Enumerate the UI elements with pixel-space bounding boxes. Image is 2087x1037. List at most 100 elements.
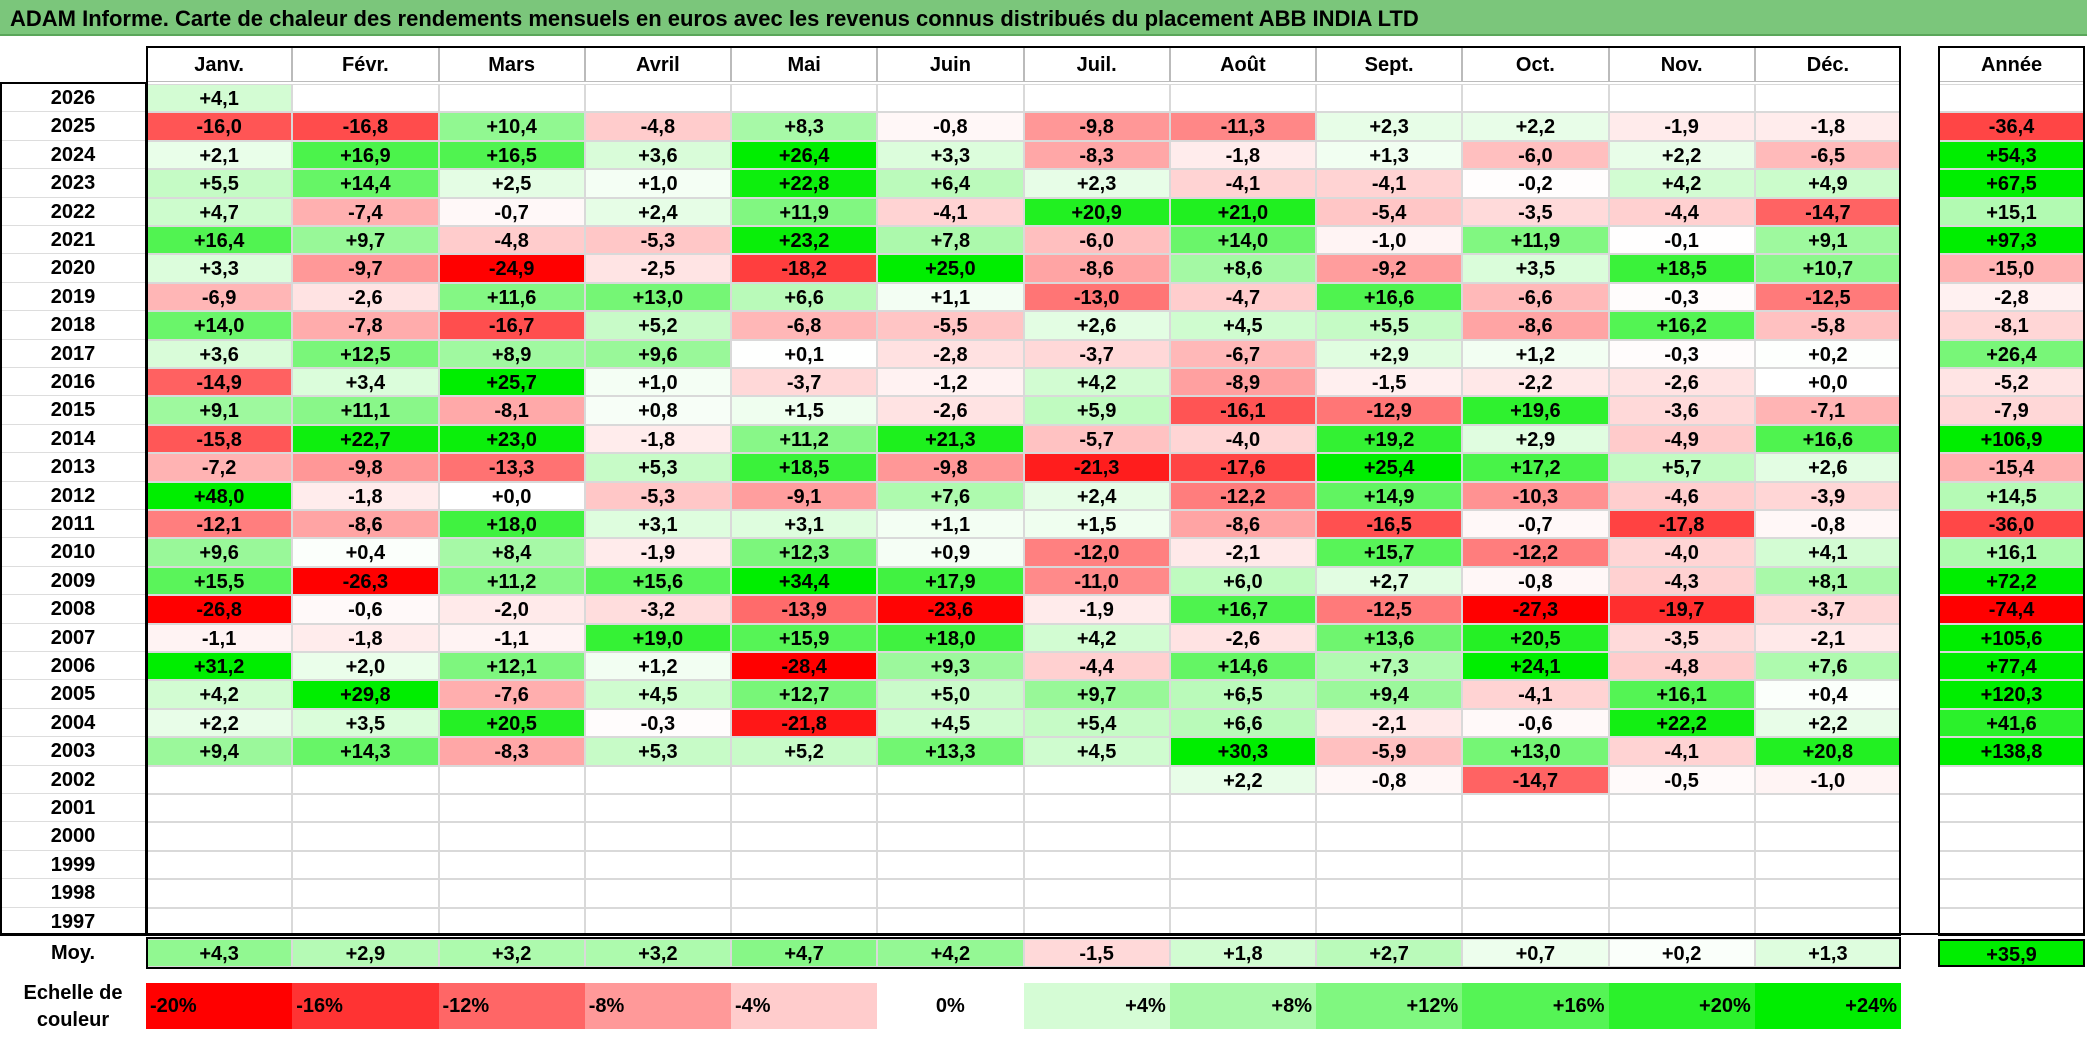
heatmap-cell: [438, 794, 585, 823]
heatmap-cell: -8,3: [438, 737, 585, 766]
heatmap-cell: +14,0: [146, 311, 293, 340]
heatmap-cell: +0,9: [877, 538, 1024, 567]
heatmap-cell: +8,1: [1754, 566, 1901, 596]
year-label: 2012: [0, 482, 146, 510]
heatmap-cell: +25,0: [877, 254, 1024, 283]
average-cell: +0,2: [1608, 939, 1755, 967]
heatmap-cell: -21,3: [1023, 453, 1170, 482]
heatmap-cell: +2,9: [1462, 424, 1609, 454]
heatmap-cell: [877, 765, 1024, 794]
heatmap-cell: -9,2: [1316, 254, 1463, 283]
annual-cell: [1938, 822, 2085, 851]
heatmap-cell: [1462, 822, 1609, 851]
heatmap-cell: +20,8: [1754, 737, 1901, 766]
heatmap-cell: +2,2: [1608, 140, 1755, 170]
heatmap-cell: -6,5: [1754, 140, 1901, 170]
heatmap-cell: [731, 84, 878, 113]
average-cell: +4,7: [731, 939, 878, 967]
heatmap-cell: [292, 879, 439, 908]
heatmap-cell: -6,8: [731, 311, 878, 340]
heatmap-cell: -8,9: [1169, 368, 1316, 397]
heatmap-cell: +1,0: [584, 169, 731, 198]
heatmap-cell: -2,1: [1169, 538, 1316, 567]
heatmap-cell: [146, 822, 293, 851]
heatmap-cell: -3,6: [1608, 396, 1755, 425]
heatmap-cell: +2,1: [146, 140, 293, 170]
heatmap-cell: +2,2: [146, 708, 293, 738]
year-label: 1997: [0, 908, 146, 936]
heatmap-cell: +4,7: [146, 197, 293, 226]
heatmap-cell: -0,5: [1608, 765, 1755, 794]
heatmap-cell: -17,8: [1608, 510, 1755, 539]
heatmap-cell: +4,2: [146, 680, 293, 709]
color-scale-swatch: -4%: [731, 983, 878, 1029]
heatmap-cell: [1316, 879, 1463, 908]
heatmap-cell: -2,6: [877, 396, 1024, 425]
heatmap-cell: -0,3: [1608, 339, 1755, 368]
heatmap-cell: +4,1: [146, 84, 293, 113]
heatmap-cell: +9,7: [292, 226, 439, 255]
annual-cell: [1938, 850, 2085, 880]
heatmap-cell: [1023, 822, 1170, 851]
annual-cell: -36,4: [1938, 112, 2085, 141]
heatmap-cell: -12,5: [1754, 282, 1901, 312]
heatmap-cell: -9,7: [292, 254, 439, 283]
heatmap-cell: +7,6: [877, 481, 1024, 510]
heatmap-cell: -4,8: [584, 112, 731, 141]
heatmap-cell: -11,3: [1169, 112, 1316, 141]
heatmap-cell: -8,1: [438, 396, 585, 425]
heatmap-cell: +6,6: [731, 282, 878, 312]
month-header: Nov.: [1608, 46, 1755, 82]
heatmap-cell: -5,8: [1754, 311, 1901, 340]
color-scale-swatch: +24%: [1754, 983, 1901, 1029]
heatmap-cell: +7,8: [877, 226, 1024, 255]
annual-cell: -36,0: [1938, 510, 2085, 539]
heatmap-cell: -4,9: [1608, 424, 1755, 454]
heatmap-cell: [1169, 850, 1316, 880]
heatmap-cell: +12,7: [731, 680, 878, 709]
heatmap-cell: +12,5: [292, 339, 439, 368]
heatmap-cell: -4,1: [1462, 680, 1609, 709]
heatmap-cell: -2,1: [1316, 708, 1463, 738]
year-label: 2025: [0, 112, 146, 141]
year-label: 2008: [0, 595, 146, 624]
heatmap-cell: [1316, 850, 1463, 880]
heatmap-cell: +21,3: [877, 424, 1024, 454]
heatmap-cell: -11,0: [1023, 566, 1170, 596]
year-label: 2023: [0, 169, 146, 198]
heatmap-cell: +29,8: [292, 680, 439, 709]
heatmap-cell: +16,6: [1754, 424, 1901, 454]
heatmap-cell: +26,4: [731, 140, 878, 170]
heatmap-cell: +1,5: [1023, 510, 1170, 539]
heatmap-cell: [292, 850, 439, 880]
annual-cell: -2,8: [1938, 282, 2085, 312]
heatmap-cell: [1608, 879, 1755, 908]
heatmap-cell: +0,0: [438, 481, 585, 510]
heatmap-cell: -4,0: [1608, 538, 1755, 567]
heatmap-cell: [1023, 84, 1170, 113]
year-label: 2003: [0, 737, 146, 766]
heatmap-cell: +18,5: [731, 453, 878, 482]
heatmap-cell: [731, 765, 878, 794]
heatmap-cell: [1754, 794, 1901, 823]
heatmap-cell: +21,0: [1169, 197, 1316, 226]
heatmap-cell: +3,6: [584, 140, 731, 170]
year-label: 2004: [0, 709, 146, 738]
heatmap-cell: +2,0: [292, 652, 439, 681]
color-scale-swatch: +8%: [1169, 983, 1316, 1029]
heatmap-cell: -1,5: [1316, 368, 1463, 397]
heatmap-cell: +9,4: [146, 737, 293, 766]
heatmap-cell: -4,1: [877, 197, 1024, 226]
annual-cell: +15,1: [1938, 197, 2085, 226]
heatmap-cell: +3,1: [731, 510, 878, 539]
year-label: 2010: [0, 538, 146, 567]
heatmap-cell: +9,4: [1316, 680, 1463, 709]
year-label: 2000: [0, 822, 146, 851]
heatmap-cell: +5,3: [584, 737, 731, 766]
heatmap-cell: -1,1: [438, 623, 585, 652]
year-label: 1998: [0, 879, 146, 908]
heatmap-cell: -4,1: [1169, 169, 1316, 198]
heatmap-cell: +1,2: [1462, 339, 1609, 368]
heatmap-cell: +20,5: [1462, 623, 1609, 652]
year-label: 1999: [0, 851, 146, 880]
